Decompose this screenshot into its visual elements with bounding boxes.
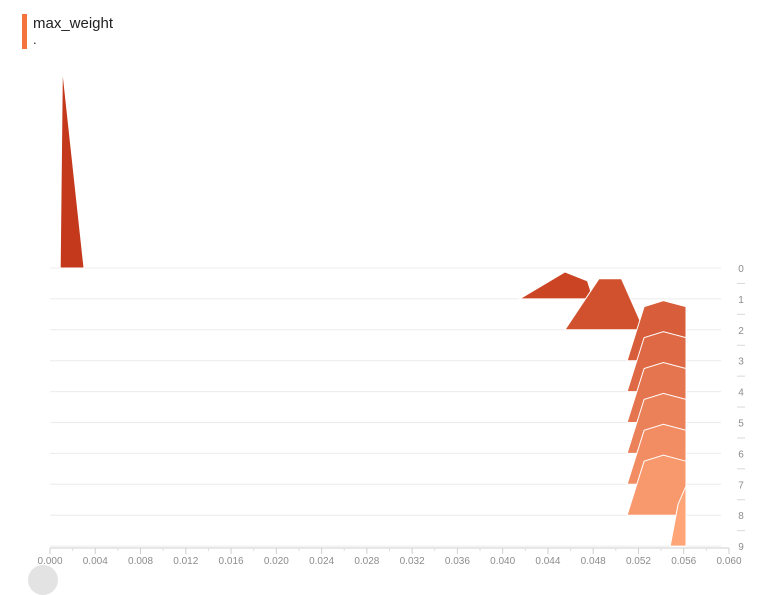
x-tick-label: 0.060 [716,556,741,567]
x-tick-label: 0.016 [219,556,244,567]
x-tick-label: 0.044 [535,556,560,567]
x-tick-label: 0.048 [581,556,606,567]
x-tick-label: 0.024 [309,556,334,567]
x-tick-label: 0.012 [173,556,198,567]
y-tick-label: 0 [738,264,744,275]
histogram-chart: 0 1 2 3 4 5 6 7 8 9 0.000 0.004 0.008 0.012 0.016 0.02… [37,67,745,567]
x-tick-label: 0.028 [354,556,379,567]
y-tick-label: 8 [738,511,744,522]
x-tick-label: 0.004 [83,556,108,567]
x-tick-label: 0.052 [626,556,651,567]
chart-subtitle: . [33,32,37,47]
title-accent-bar [22,14,27,49]
y-tick-label: 4 [738,388,744,399]
x-tick-label: 0.000 [37,556,62,567]
y-axis: 0 1 2 3 4 5 6 7 8 9 [737,264,745,553]
x-tick-label: 0.008 [128,556,153,567]
x-tick-label: 0.032 [400,556,425,567]
histogram-series [59,67,687,547]
y-tick-label: 3 [738,357,744,368]
x-tick-label: 0.020 [264,556,289,567]
x-axis: 0.000 0.004 0.008 0.012 0.016 0.020 0.024 0.028… [37,547,742,567]
y-tick-label: 7 [738,480,744,491]
chart-title: max_weight [33,15,114,32]
y-tick-label: 9 [738,542,744,553]
histogram-step-1 [517,271,594,300]
y-tick-label: 1 [738,295,744,306]
histogram-step-2 [563,278,645,331]
expand-icon[interactable] [28,565,58,595]
x-tick-label: 0.056 [671,556,696,567]
histogram-step-0 [59,67,85,269]
y-tick-label: 5 [738,419,744,430]
x-tick-label: 0.040 [490,556,515,567]
y-tick-label: 6 [738,449,744,460]
x-tick-label: 0.036 [445,556,470,567]
y-tick-label: 2 [738,326,744,337]
histogram-step-9 [669,485,687,547]
